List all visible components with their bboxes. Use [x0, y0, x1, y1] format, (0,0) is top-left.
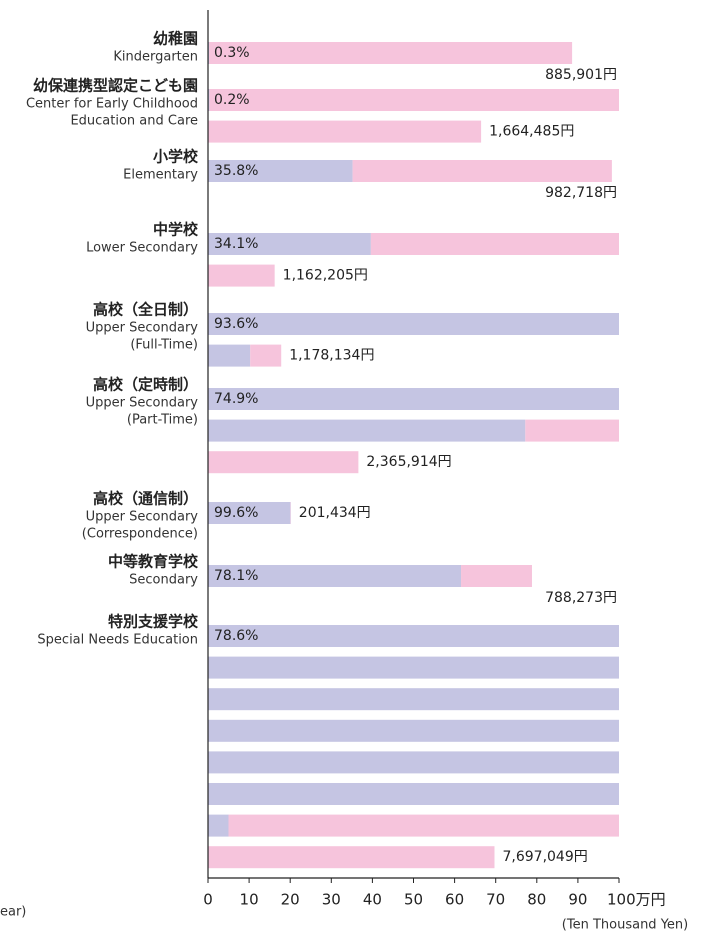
x-tick-label: 60 — [445, 891, 464, 909]
bar-other — [209, 42, 573, 64]
category-label-en: (Part-Time) — [127, 413, 198, 428]
bar-public — [208, 313, 619, 335]
category-label-en: Secondary — [129, 573, 198, 588]
bar-public — [208, 160, 353, 182]
value-label: 7,697,049円 — [502, 849, 587, 865]
category-label-ja: 中等教育学校 — [108, 553, 199, 571]
bar-other — [370, 233, 619, 255]
category-label-ja: 高校（定時制） — [93, 376, 198, 394]
category-label-ja: 中学校 — [153, 221, 199, 239]
value-label: 2,365,914円 — [366, 454, 451, 470]
x-tick-label: 100万円 — [607, 891, 666, 909]
x-tick-label: 50 — [404, 891, 423, 909]
share-label: 99.6% — [214, 505, 258, 521]
bar-other — [250, 344, 282, 367]
value-label: 1,162,205円 — [283, 268, 368, 284]
bar-other — [208, 264, 275, 287]
bar-public — [208, 656, 619, 679]
value-label: 1,664,485円 — [489, 124, 574, 140]
bar-other — [525, 419, 619, 442]
category-label-en: Upper Secondary — [86, 396, 199, 411]
bar-public — [208, 751, 619, 774]
bar-public — [208, 565, 462, 587]
share-label: 78.6% — [214, 628, 258, 644]
share-label: 0.3% — [214, 45, 250, 61]
category-label-ja: 高校（全日制） — [93, 301, 198, 319]
x-tick-label: 40 — [363, 891, 382, 909]
bar-public — [208, 388, 619, 410]
x-tick-label: 70 — [486, 891, 505, 909]
x-tick-label: 30 — [322, 891, 341, 909]
category-label-en: Elementary — [123, 168, 198, 183]
category-label-en: (Correspondence) — [82, 527, 198, 542]
category-label-en: Education and Care — [70, 114, 198, 129]
share-label: 34.1% — [214, 236, 258, 252]
value-label: 982,718円 — [545, 185, 617, 201]
bar-public — [208, 625, 619, 647]
bar-public — [208, 688, 619, 711]
category-label-en: Upper Secondary — [86, 510, 199, 525]
x-tick-label: 20 — [281, 891, 300, 909]
x-tick-label: 90 — [568, 891, 587, 909]
note: ear) — [0, 905, 26, 920]
share-label: 74.9% — [214, 391, 258, 407]
category-label-en: Special Needs Education — [37, 633, 198, 648]
category-label-ja: 特別支援学校 — [108, 613, 199, 631]
bar-other — [208, 451, 359, 474]
share-label: 78.1% — [214, 568, 258, 584]
bar-public — [208, 233, 371, 255]
bar-public — [208, 814, 229, 837]
value-label: 201,434円 — [299, 505, 371, 521]
bar-public — [208, 502, 291, 524]
category-label-ja: 幼保連携型認定こども園 — [33, 77, 198, 95]
bar-public — [208, 344, 251, 367]
share-label: 93.6% — [214, 316, 258, 332]
share-label: 0.2% — [214, 92, 250, 108]
x-tick-label: 0 — [203, 891, 213, 909]
bar-other — [208, 120, 482, 143]
bar-public — [208, 419, 526, 442]
bar-public — [208, 89, 210, 111]
bar-other — [352, 160, 612, 182]
category-label-en: Center for Early Childhood — [26, 97, 198, 112]
bar-other — [228, 814, 619, 837]
category-label-en: Lower Secondary — [86, 241, 198, 256]
x-tick-label: 10 — [240, 891, 259, 909]
category-label-en: Kindergarten — [113, 50, 198, 65]
category-label-en: Upper Secondary — [86, 321, 199, 336]
x-axis-label: (Ten Thousand Yen) — [562, 918, 688, 933]
category-label-ja: 高校（通信制） — [93, 490, 198, 508]
x-tick-label: 80 — [527, 891, 546, 909]
bar-public — [208, 783, 619, 805]
bar-other — [209, 89, 619, 111]
bar-public — [208, 719, 619, 742]
category-label-ja: 幼稚園 — [153, 30, 198, 48]
share-label: 35.8% — [214, 163, 258, 179]
bar-other — [208, 846, 495, 869]
category-label-en: (Full-Time) — [130, 338, 198, 353]
category-label-ja: 小学校 — [153, 148, 199, 166]
bar-other — [461, 565, 532, 587]
value-label: 1,178,134円 — [289, 348, 374, 364]
value-label: 885,901円 — [545, 67, 617, 83]
value-label: 788,273円 — [545, 590, 617, 606]
